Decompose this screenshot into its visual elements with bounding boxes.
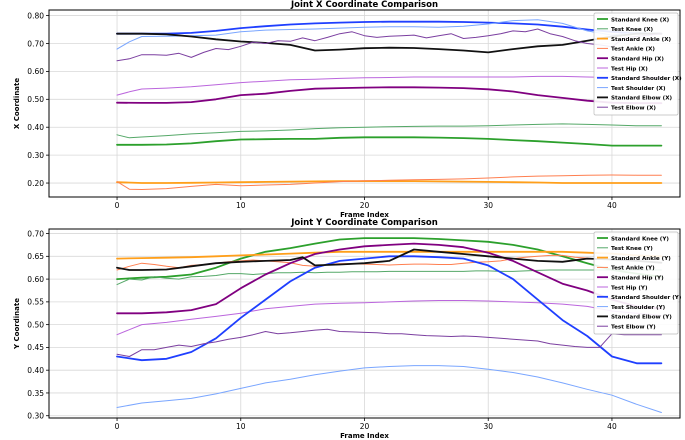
series-line-2 [116,269,662,286]
series-line-1 [116,136,663,147]
y-tick-label: 0.65 [27,252,44,261]
x-tick-label: 0 [115,201,120,210]
legend-label: Test Knee (Y) [611,246,653,252]
series-line-5 [116,86,663,105]
x-tick-label: 10 [236,201,246,210]
y-tick-label: 0.45 [27,343,44,352]
chart-title: Joint Y Coordinate Comparison [290,218,438,228]
legend-label: Test Shoulder (Y) [611,305,666,311]
legend-label: Test Shoulder (X) [611,86,666,92]
y-tick-label: 0.40 [27,123,44,132]
y-tick-label: 0.20 [27,179,44,188]
series-line-6 [116,300,662,336]
y-tick-label: 0.50 [27,320,44,329]
series-line-5 [116,242,663,315]
legend-label: Test Elbow (X) [611,106,656,112]
series-line-4 [116,174,662,190]
series-line-8 [116,365,662,413]
legend: Standard Knee (Y) Test Knee (Y) Standard A… [593,231,682,335]
y-axis-label: X Coordinate [13,78,21,130]
series-line-10 [116,328,662,357]
x-tick-label: 40 [607,422,617,431]
legend-label: Test Ankle (Y) [611,266,655,272]
legend: Standard Knee (X) Test Knee (X) Standard A… [593,12,682,116]
y-axis-label: Y Coordinate [13,298,21,350]
series-line-7 [116,20,663,35]
x-axis-label: Frame Index [340,211,389,219]
legend-label: Test Knee (X) [611,27,654,33]
x-tick-label: 20 [360,201,370,210]
legend-box [593,231,679,335]
chart-2: 0.30 0.35 0.40 0.45 0.50 0.55 0.60 0.65 0.70 0 10 2… [13,218,682,440]
legend-label: Standard Hip (X) [611,57,664,63]
legend-label: Test Elbow (Y) [611,325,656,331]
x-axis-label: Frame Index [340,432,389,440]
legend-label: Standard Ankle (X) [611,37,672,43]
legend-label: Standard Elbow (Y) [611,315,672,321]
legend-box [593,12,679,116]
y-tick-label: 0.35 [27,389,44,398]
y-tick-label: 0.70 [27,229,44,238]
y-tick-label: 0.70 [27,39,44,48]
legend-label: Test Hip (X) [611,66,648,72]
legend-label: Test Hip (Y) [611,285,648,291]
series-line-9 [116,248,663,271]
y-tick-label: 0.40 [27,366,44,375]
y-tick-label: 0.50 [27,95,44,104]
x-tick-label: 0 [115,422,120,431]
x-tick-label: 30 [483,422,493,431]
y-tick-label: 0.80 [27,11,44,20]
legend-label: Standard Ankle (Y) [611,256,671,262]
legend-label: Standard Shoulder (X) [611,76,682,82]
series-line-3 [116,250,663,260]
legend-label: Test Ankle (X) [611,47,655,53]
y-tick-label: 0.30 [27,412,44,421]
legend-label: Standard Knee (X) [611,17,670,23]
series-line-6 [116,75,662,96]
series-line-9 [116,32,663,54]
legend-label: Standard Elbow (X) [611,96,673,102]
y-tick-label: 0.30 [27,151,44,160]
legend-label: Standard Hip (Y) [611,276,664,282]
x-tick-label: 30 [483,201,493,210]
x-tick-label: 20 [360,422,370,431]
x-tick-label: 10 [236,422,246,431]
y-tick-label: 0.60 [27,275,44,284]
legend-label: Standard Shoulder (Y) [611,295,682,301]
x-tick-label: 40 [607,201,617,210]
y-tick-label: 0.60 [27,67,44,76]
series-line-10 [116,28,662,62]
chart-1: 0.20 0.30 0.40 0.50 0.60 0.70 0.80 0 10 20 30 40 Joi… [13,0,682,219]
series-line-3 [116,180,663,184]
legend-label: Standard Knee (Y) [611,236,669,242]
series-line-1 [116,237,663,281]
y-tick-label: 0.55 [27,298,44,307]
chart-title: Joint X Coordinate Comparison [290,0,438,10]
series-line-2 [116,123,662,139]
